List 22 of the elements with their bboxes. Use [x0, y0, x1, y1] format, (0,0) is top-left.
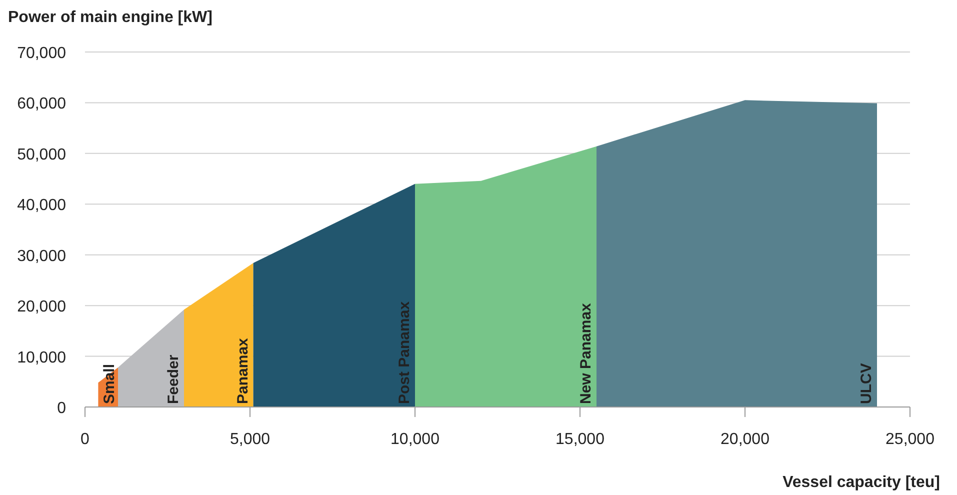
- x-tick-label: 20,000: [720, 431, 770, 448]
- y-tick-label: 30,000: [17, 248, 66, 265]
- y-tick-label: 40,000: [17, 197, 66, 214]
- x-tick-label: 0: [80, 431, 90, 448]
- series-label: Small: [101, 364, 118, 404]
- y-tick-label: 50,000: [17, 146, 66, 164]
- series-label: ULCV: [858, 363, 875, 404]
- x-axis-title: Vessel capacity [teu]: [782, 474, 940, 491]
- x-tick-label: 15,000: [556, 431, 605, 448]
- y-tick-label: 10,000: [17, 349, 66, 366]
- y-tick-label: 60,000: [17, 96, 66, 113]
- x-tick-label: 5,000: [230, 431, 270, 448]
- series-label: New Panamax: [578, 302, 594, 404]
- x-tick-label: 10,000: [390, 431, 440, 448]
- y-axis-title: Power of main engine [kW]: [8, 9, 212, 26]
- series-label: Panamax: [234, 337, 252, 404]
- series-label: Feeder: [165, 354, 182, 404]
- x-tick-label: 25,000: [886, 431, 935, 448]
- y-tick-label: 20,000: [17, 298, 66, 316]
- series-label: Post Panamax: [396, 300, 413, 404]
- y-tick-label: 0: [57, 400, 66, 417]
- y-tick-label: 70,000: [17, 45, 66, 62]
